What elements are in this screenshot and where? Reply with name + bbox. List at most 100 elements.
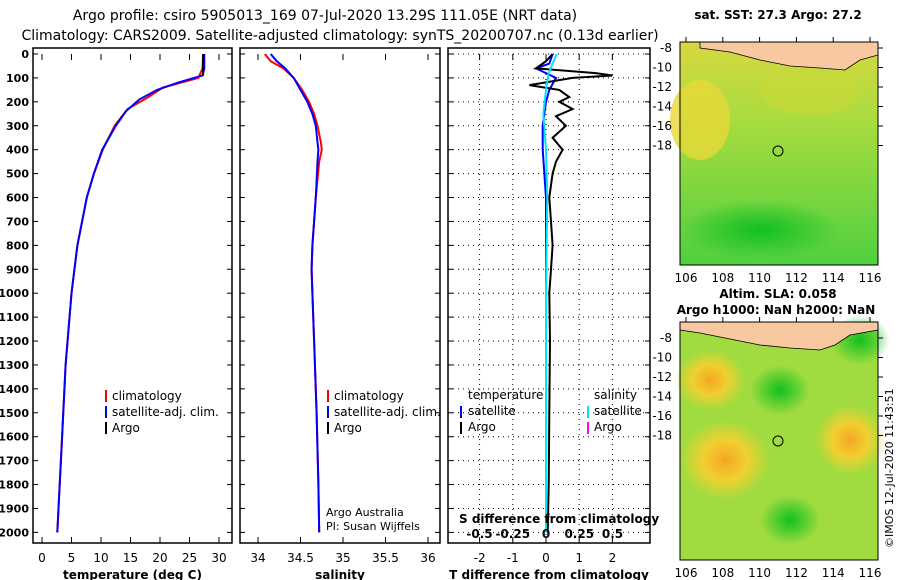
depth-tick-label: 100 [6, 72, 29, 85]
timestamp: ©IMOS 12-Jul-2020 11:43:51 [883, 388, 896, 548]
x-tick-label: 10 [93, 551, 108, 565]
lat-tick-label: -16 [652, 409, 672, 423]
salinity-panel: 34 34.5 35 35.5 36 salinity [239, 47, 441, 580]
depth-tick-label: 500 [6, 168, 29, 181]
series-line-t-argo [529, 53, 613, 533]
legend-label: Argo [334, 421, 362, 435]
sla-high-patch [815, 405, 885, 475]
depth-tick-label: 1900 [0, 502, 29, 515]
series-line-climatology [56, 53, 205, 533]
depth-tick-label: 700 [6, 215, 29, 228]
legend-swatch-argo [327, 422, 329, 434]
lon-tick-label: 116 [859, 566, 882, 580]
x-tick-label: 0 [38, 551, 46, 565]
legend-swatch-climatology [327, 390, 329, 402]
x-tick-label: 36 [420, 551, 435, 565]
salinity-legend: climatology satellite-adj. clim. Argo Ar… [326, 389, 441, 533]
x-axis-label: temperature (deg C) [63, 568, 202, 580]
sst-cool-patch [680, 200, 840, 260]
lat-tick-label: -18 [652, 429, 672, 443]
pi-text: PI: Susan Wijffels [326, 520, 420, 533]
legend-title-temperature: temperature [468, 388, 543, 402]
sla-map-frame [679, 321, 879, 561]
x-tick-label: 34.5 [287, 551, 314, 565]
panel-frame [447, 47, 651, 544]
legend-label: satellite [594, 404, 642, 418]
panel-frame [239, 47, 441, 544]
sst-warm-patch [760, 65, 860, 115]
legend-title-salinity: salinity [594, 388, 637, 402]
depth-tick-label: 1000 [0, 287, 29, 300]
lat-tick-label: -10 [652, 61, 672, 75]
lon-tick-label: 106 [675, 566, 698, 580]
lat-tick-label: -14 [652, 390, 672, 404]
x-tick-label: -2 [474, 551, 486, 565]
s-tick-label: -0.5 [466, 527, 492, 541]
x-axis-label: T difference from climatology [449, 568, 649, 580]
lon-tick-label: 106 [675, 271, 698, 285]
sla-map-subtitle: Argo h1000: NaN h2000: NaN [677, 303, 876, 317]
panel-frame [32, 47, 233, 544]
temperature-legend: climatology satellite-adj. clim. Argo [105, 389, 219, 435]
depth-tick-label: 300 [6, 120, 29, 133]
legend-swatch [460, 406, 462, 418]
depth-tick-label: 800 [6, 239, 29, 252]
x-tick-label: 5 [68, 551, 76, 565]
legend-swatch [460, 422, 462, 434]
sla-high-patch [680, 420, 770, 500]
depth-tick-label: 2000 [0, 526, 29, 539]
lon-tick-label: 108 [711, 271, 734, 285]
depth-tick-label: 1500 [0, 407, 29, 420]
series-line-satellite-adj-clim- [56, 54, 206, 533]
difference-panel: -2 -1 0 1 2 T difference from climatology -0.5… [447, 47, 651, 580]
legend-label: Argo [594, 420, 622, 434]
depth-tick-label: 900 [6, 263, 29, 276]
x-tick-label: 35 [335, 551, 350, 565]
lon-tick-label: 116 [859, 271, 882, 285]
depth-tick-label: 1700 [0, 455, 29, 468]
lat-tick-label: -12 [652, 370, 672, 384]
legend-label: Argo [112, 421, 140, 435]
depth-tick-label: 400 [6, 144, 29, 157]
series-line-s-satellite [542, 53, 558, 533]
depth-tick-label: 1100 [0, 311, 29, 324]
x-axis-label: salinity [315, 568, 365, 580]
x-tick-label: 1 [575, 551, 583, 565]
series-line-satellite-adj-clim- [269, 53, 321, 533]
sla-low-patch [760, 495, 820, 545]
title-line-2: Climatology: CARS2009. Satellite-adjuste… [21, 28, 658, 44]
profile-location-marker [772, 435, 784, 447]
legend-swatch-satellite [327, 406, 329, 418]
s-tick-label: 0.25 [564, 527, 594, 541]
lat-tick-label: -10 [652, 351, 672, 365]
legend-label: satellite-adj. clim. [112, 405, 219, 419]
sst-warm-patch [670, 80, 730, 160]
sst-map-title: sat. SST: 27.3 Argo: 27.2 [694, 8, 861, 22]
depth-tick-label: 1400 [0, 383, 29, 396]
depth-tick-label: 1200 [0, 335, 29, 348]
depth-tick-label: 1300 [0, 359, 29, 372]
title-line-1: Argo profile: csiro 5905013_169 07-Jul-2… [73, 8, 577, 24]
depth-tick-label: 200 [6, 96, 29, 109]
lat-tick-label: -16 [652, 119, 672, 133]
sst-map [670, 41, 879, 266]
legend-swatch-argo [105, 422, 107, 434]
s-tick-label: -0.25 [495, 527, 530, 541]
sla-map-title: Altim. SLA: 0.058 [719, 287, 836, 301]
profile-location-marker [772, 145, 784, 157]
sla-low-patch [750, 365, 810, 415]
s-axis-label: S difference from climatology [459, 512, 659, 526]
legend-label: climatology [112, 389, 182, 403]
depth-tick-label: 1800 [0, 479, 29, 492]
legend-label: satellite-adj. clim. [334, 405, 441, 419]
lon-tick-label: 114 [822, 566, 845, 580]
legend-label: climatology [334, 389, 404, 403]
depth-tick-label: 1600 [0, 431, 29, 444]
lat-tick-label: -12 [652, 80, 672, 94]
sla-map [675, 315, 890, 561]
temperature-panel: 0100200300400500600700800900100011001200… [0, 47, 233, 580]
lon-tick-label: 110 [748, 566, 771, 580]
x-tick-label: -1 [507, 551, 519, 565]
lon-tick-label: 112 [785, 566, 808, 580]
credit-text: Argo Australia [326, 506, 404, 519]
